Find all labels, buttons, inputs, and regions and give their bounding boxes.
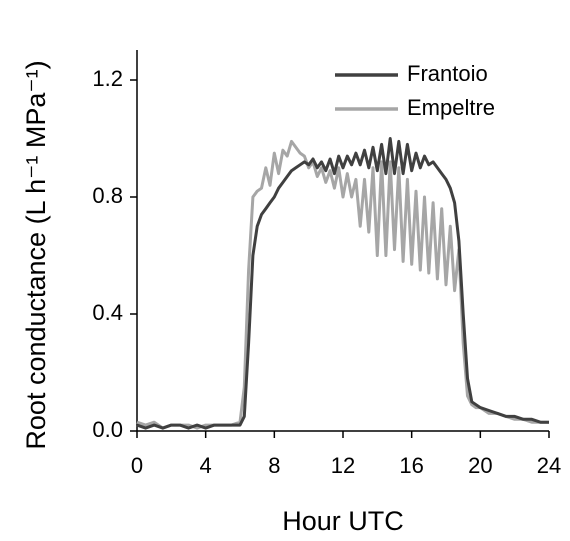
legend-label: Frantoio <box>407 61 488 86</box>
x-tick-label: 0 <box>131 453 143 478</box>
x-tick-label: 4 <box>200 453 212 478</box>
x-tick-label: 8 <box>268 453 280 478</box>
series-line <box>136 139 549 430</box>
x-tick-label: 16 <box>399 453 423 478</box>
y-tick-label: 0.0 <box>92 417 123 442</box>
x-tick-label: 12 <box>331 453 355 478</box>
x-axis-title: Hour UTC <box>282 506 404 536</box>
series-line <box>136 137 549 430</box>
x-tick-label: 24 <box>537 453 561 478</box>
y-tick-label: 1.2 <box>92 66 123 91</box>
y-axis-title: Root conductance (L h⁻¹ MPa⁻¹) <box>21 60 51 449</box>
legend-label: Empeltre <box>407 95 495 120</box>
x-tick-label: 20 <box>468 453 492 478</box>
y-tick-label: 0.4 <box>92 300 123 325</box>
y-tick-label: 0.8 <box>92 183 123 208</box>
